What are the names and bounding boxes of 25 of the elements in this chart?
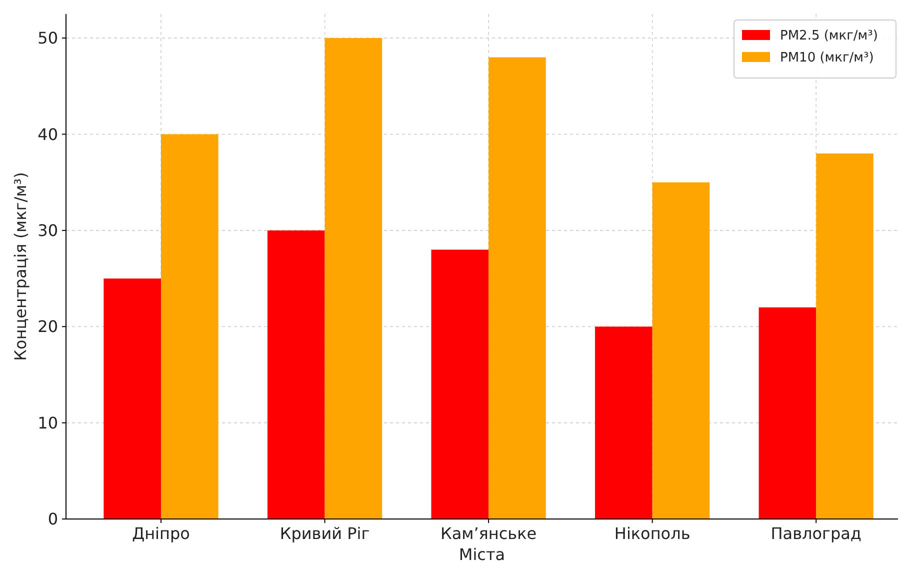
y-axis-title: Концентрація (мкг/м³) — [11, 172, 30, 361]
bar — [816, 153, 874, 519]
bar — [267, 230, 325, 519]
y-tick-label: 30 — [38, 221, 58, 240]
bar — [488, 57, 546, 519]
bar — [652, 182, 710, 519]
bar — [104, 278, 161, 519]
y-tick-label: 40 — [38, 124, 58, 144]
x-axis-title: Міста — [458, 545, 506, 563]
y-tick-label: 50 — [38, 28, 58, 48]
legend-label: PM10 (мкг/м³) — [780, 50, 874, 66]
bar — [595, 326, 652, 519]
y-tick-label: 10 — [38, 413, 58, 432]
y-tick-label: 0 — [48, 510, 58, 529]
x-tick-label: Кривий Ріг — [280, 524, 370, 543]
bar — [160, 134, 218, 519]
bar — [431, 250, 489, 519]
x-tick-label: Дніпро — [132, 524, 190, 543]
legend-label: PM2.5 (мкг/м³) — [780, 28, 878, 44]
x-tick-label: Павлоград — [770, 524, 862, 543]
bar — [324, 38, 382, 519]
y-tick-label: 20 — [38, 317, 58, 336]
x-tick-label: Нікополь — [614, 524, 690, 543]
x-tick-label: Кам’янське — [440, 524, 537, 543]
bar — [758, 307, 816, 519]
